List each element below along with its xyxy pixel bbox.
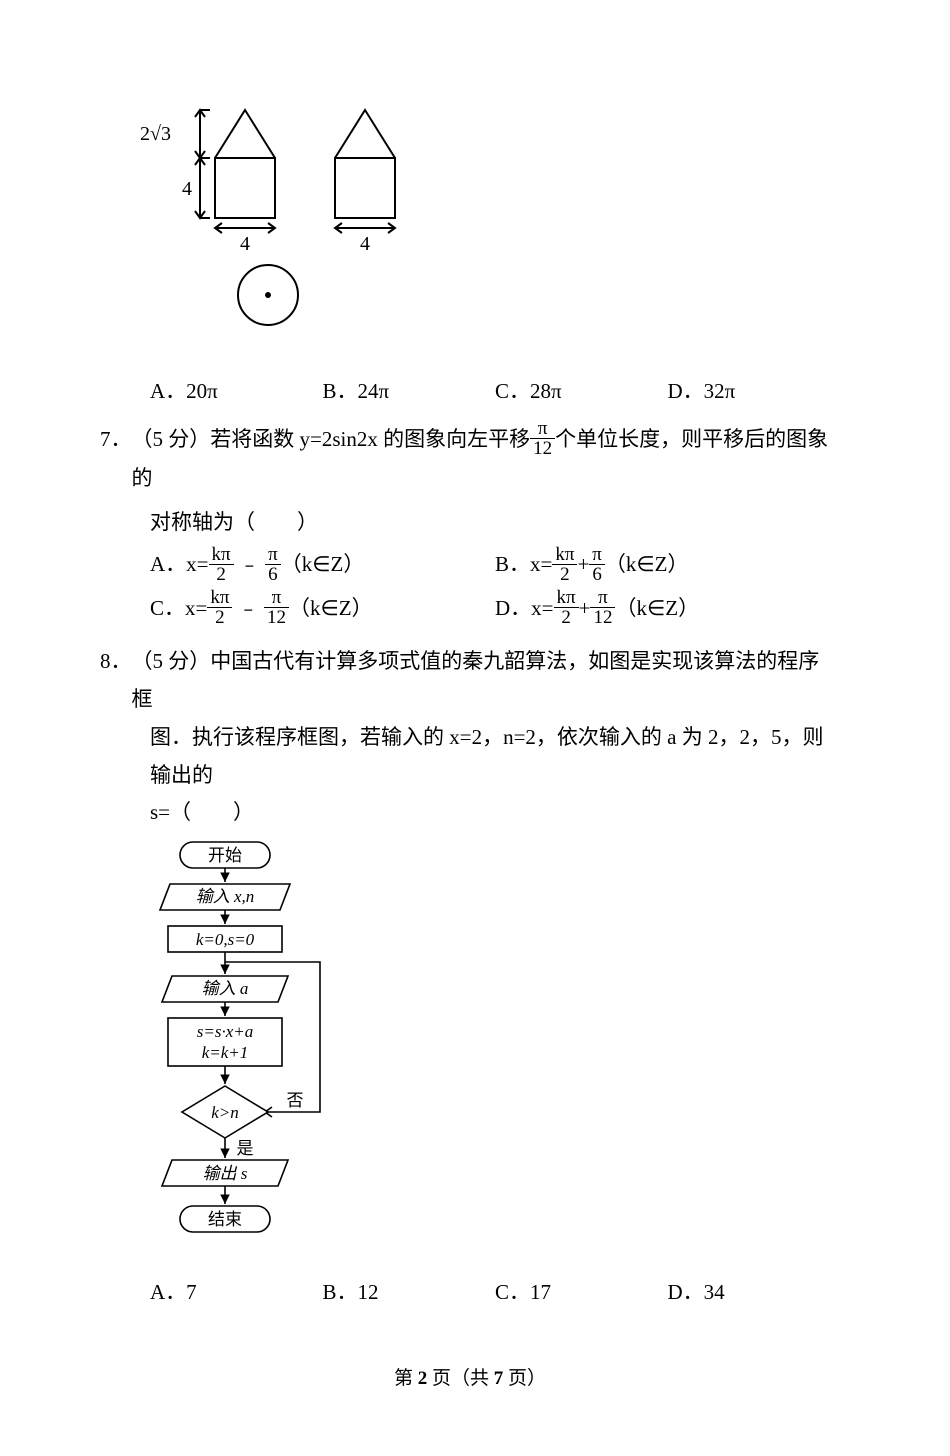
solid-views-svg: 2√3 4 4 4: [140, 100, 440, 335]
flow-yes: 是: [237, 1139, 254, 1158]
q8-option-a: A．7: [150, 1274, 323, 1312]
flow-output: 输出 s: [203, 1164, 248, 1183]
flow-end: 结束: [208, 1210, 242, 1229]
q7: 7． （5 分）若将函数 y=2sin2x 的图象向左平移π12个单位长度，则平…: [100, 421, 840, 498]
page-footer: 第 2 页（共 7 页）: [100, 1362, 840, 1396]
q6-option-d: D．32π: [668, 373, 841, 411]
q8: 8． （5 分）中国古代有计算多项式值的秦九韶算法，如图是实现该算法的程序框: [100, 643, 840, 719]
q6-option-c: C．28π: [495, 373, 668, 411]
q6-option-a: A．20π: [150, 373, 323, 411]
flow-init: k=0,s=0: [196, 930, 255, 949]
flow-calc1: s=s·x+a: [197, 1022, 253, 1041]
q8-body-3: s=（ ）: [100, 794, 840, 832]
q8-option-d: D．34: [668, 1274, 841, 1312]
label-4-base-2: 4: [360, 233, 370, 255]
q8-option-b: B．12: [323, 1274, 496, 1312]
q8-option-c: C．17: [495, 1274, 668, 1312]
q6-figure: 2√3 4 4 4: [140, 100, 840, 348]
q8-number: 8．: [100, 643, 132, 681]
flow-cond: k>n: [211, 1103, 239, 1122]
q7-option-d: D．x=kπ2+π12（k∈Z）: [495, 590, 840, 630]
q6-option-b: B．24π: [323, 373, 496, 411]
q6-options: A．20π B．24π C．28π D．32π: [100, 373, 840, 411]
label-4-base-1: 4: [240, 233, 250, 255]
q7-line2: 对称轴为（ ）: [100, 504, 840, 542]
q7-options-row1: A．x=kπ2 ﹣ π6（k∈Z） B．x=kπ2+π6（k∈Z）: [100, 546, 840, 586]
q7-points: （5 分）: [132, 427, 211, 451]
flow-input-a: 输入 a: [202, 979, 249, 998]
q7-options-row2: C．x=kπ2 ﹣ π12（k∈Z） D．x=kπ2+π12（k∈Z）: [100, 590, 840, 630]
q7-frac: π12: [530, 419, 555, 458]
flow-input-xn: 输入 x,n: [196, 887, 255, 906]
flow-start: 开始: [208, 846, 242, 865]
flow-no: 否: [287, 1091, 304, 1110]
q7-text-1: 若将函数 y=2sin2x 的图象向左平移: [210, 427, 530, 451]
q8-flowchart: 开始 输入 x,n k=0,s=0 输入 a s=s·x+a k=k+1 k: [150, 840, 840, 1268]
flowchart-svg: 开始 输入 x,n k=0,s=0 输入 a s=s·x+a k=k+1 k: [150, 840, 360, 1255]
q8-options: A．7 B．12 C．17 D．34: [100, 1274, 840, 1312]
label-4-height: 4: [182, 178, 192, 200]
flow-calc2: k=k+1: [202, 1043, 249, 1062]
q7-option-a: A．x=kπ2 ﹣ π6（k∈Z）: [150, 546, 495, 586]
q7-option-b: B．x=kπ2+π6（k∈Z）: [495, 546, 840, 586]
label-2sqrt3: 2√3: [140, 123, 171, 145]
q8-body-2: 图．执行该程序框图，若输入的 x=2，n=2，依次输入的 a 为 2，2，5，则…: [100, 719, 840, 795]
q7-number: 7．: [100, 421, 132, 459]
q7-option-c: C．x=kπ2 ﹣ π12（k∈Z）: [150, 590, 495, 630]
q7-body: （5 分）若将函数 y=2sin2x 的图象向左平移π12个单位长度，则平移后的…: [132, 421, 841, 498]
q8-body-1: （5 分）中国古代有计算多项式值的秦九韶算法，如图是实现该算法的程序框: [132, 643, 841, 719]
